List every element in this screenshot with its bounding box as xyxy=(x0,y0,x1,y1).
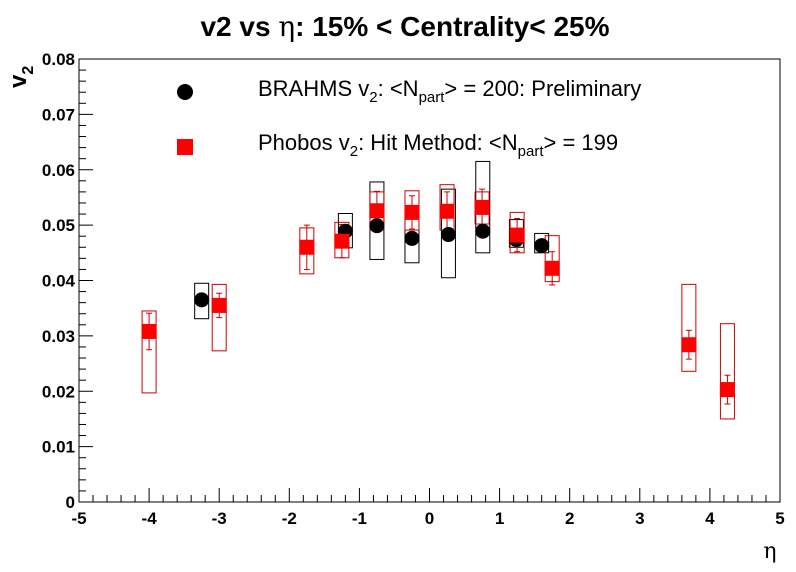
phobos-point xyxy=(681,337,697,353)
brahms-point xyxy=(475,223,491,239)
phobos-point xyxy=(474,199,490,215)
legend: BRAHMS v2: <Npart> = 200: Preliminary Ph… xyxy=(177,76,641,160)
y-tick-label: 0 xyxy=(66,493,75,512)
y-tick-label: 0.02 xyxy=(42,382,75,401)
phobos-systematic-box xyxy=(211,283,227,352)
y-tick-label: 0.08 xyxy=(42,50,75,69)
data-markers xyxy=(141,199,735,398)
x-tick-label: -2 xyxy=(282,509,297,528)
x-tick-label: 3 xyxy=(635,509,644,528)
legend-label-phobos: Phobos v2: Hit Method: <Npart> = 199 xyxy=(258,130,618,160)
x-axis-label: η xyxy=(763,539,776,564)
phobos-point xyxy=(719,382,735,398)
brahms-point xyxy=(534,238,550,254)
x-tick-label: 0 xyxy=(425,509,434,528)
phobos-point xyxy=(211,297,227,313)
y-tick-label: 0.04 xyxy=(42,272,76,291)
x-tick-label: -4 xyxy=(142,509,158,528)
chart-title-suffix: : 15% < Centrality< 25% xyxy=(295,11,609,42)
phobos-point xyxy=(369,203,385,219)
phobos-point xyxy=(404,204,420,220)
x-tick-label: 2 xyxy=(565,509,574,528)
chart-title-symbol: η xyxy=(278,10,295,43)
legend-marker-phobos xyxy=(177,139,193,155)
x-tick-label: 4 xyxy=(705,509,715,528)
phobos-point xyxy=(141,323,157,339)
brahms-point xyxy=(369,218,385,234)
chart-title: v2 vs η: 15% < Centrality< 25% xyxy=(200,10,609,43)
x-tick-label: 1 xyxy=(495,509,504,528)
phobos-point xyxy=(334,233,350,249)
brahms-point xyxy=(194,292,210,308)
x-tick-label: -5 xyxy=(71,509,86,528)
y-axis-label: v2 xyxy=(5,66,37,88)
phobos-point xyxy=(509,227,525,243)
x-tick-label: 5 xyxy=(775,509,784,528)
legend-label-brahms: BRAHMS v2: <Npart> = 200: Preliminary xyxy=(258,76,641,106)
brahms-point xyxy=(440,227,456,243)
brahms-point xyxy=(404,230,420,246)
phobos-point xyxy=(544,260,560,276)
phobos-systematic-box xyxy=(681,283,697,372)
y-tick-label: 0.06 xyxy=(42,161,75,180)
y-tick-label: 0.07 xyxy=(42,105,75,124)
y-axis-label-sub: 2 xyxy=(20,66,37,75)
x-tick-label: -1 xyxy=(352,509,367,528)
phobos-systematic-box xyxy=(141,310,157,394)
legend-entry-phobos: Phobos v2: Hit Method: <Npart> = 199 xyxy=(177,130,618,160)
phobos-point xyxy=(299,239,315,255)
chart-title-prefix: v2 vs xyxy=(200,11,278,42)
x-tick-label: -3 xyxy=(212,509,227,528)
legend-marker-brahms xyxy=(177,84,193,100)
phobos-systematic-box xyxy=(719,323,735,420)
y-axis-label-main: v xyxy=(5,74,32,88)
y-tick-label: 0.05 xyxy=(42,216,75,235)
legend-entry-brahms: BRAHMS v2: <Npart> = 200: Preliminary xyxy=(177,76,641,106)
y-tick-label: 0.01 xyxy=(42,438,75,457)
phobos-point xyxy=(439,203,455,219)
axes-layer: -5 -4 -3 -2 -1 0 1 2 3 4 5 0 0.01 0.02 0.03 0.04 0.05 0.0… xyxy=(42,50,785,528)
y-tick-label: 0.03 xyxy=(42,327,75,346)
